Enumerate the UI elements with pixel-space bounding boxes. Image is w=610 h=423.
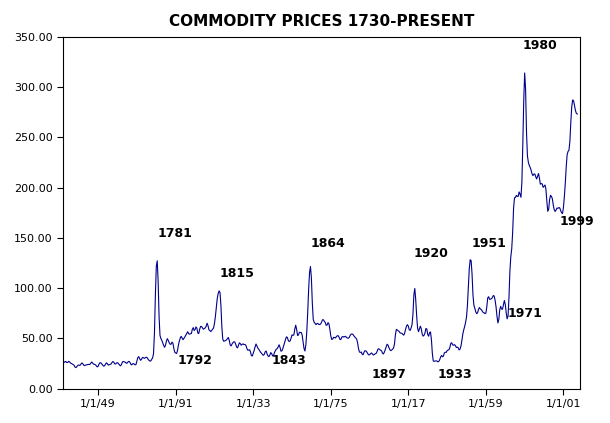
Text: 1815: 1815	[220, 267, 255, 280]
Text: 1971: 1971	[508, 308, 543, 320]
Title: COMMODITY PRICES 1730-PRESENT: COMMODITY PRICES 1730-PRESENT	[169, 14, 474, 29]
Text: 1864: 1864	[310, 237, 345, 250]
Text: 1843: 1843	[271, 354, 306, 367]
Text: 1792: 1792	[178, 354, 212, 367]
Text: 1951: 1951	[471, 237, 506, 250]
Text: 1920: 1920	[414, 247, 449, 260]
Text: 1781: 1781	[157, 227, 192, 240]
Text: 1897: 1897	[371, 368, 406, 381]
Text: 1999: 1999	[560, 215, 594, 228]
Text: 1933: 1933	[438, 368, 473, 381]
Text: 1980: 1980	[523, 39, 558, 52]
